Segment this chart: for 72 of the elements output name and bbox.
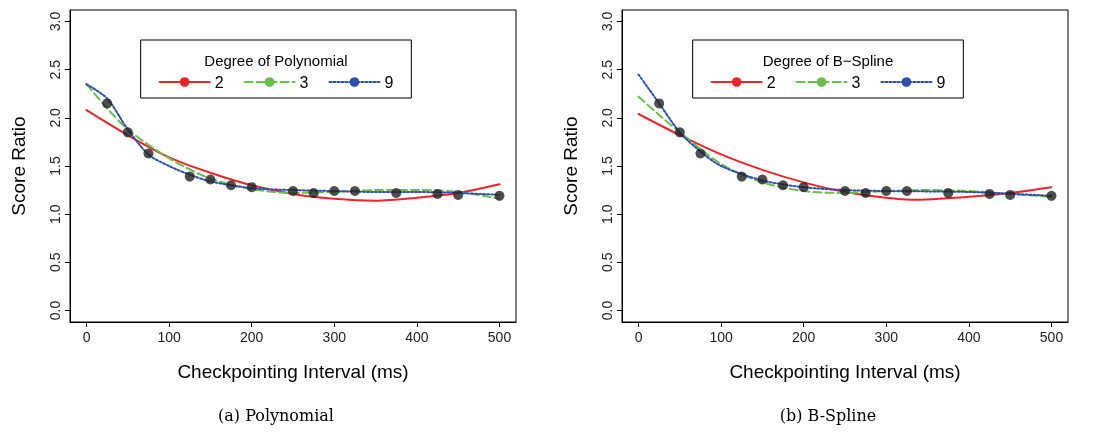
point [943,187,954,198]
x-tick-label: 100 [709,329,733,345]
point [246,182,257,193]
y-axis-title: Score Ratio [560,116,581,216]
y-tick-label: 1.5 [599,156,615,176]
y-tick-label: 3.0 [47,11,63,32]
x-tick-label: 400 [957,329,981,345]
y-tick-label: 0.5 [599,252,615,273]
x-tick-label: 200 [792,329,816,345]
x-tick-label: 500 [1039,329,1064,345]
point [349,186,360,197]
legend-label: 3 [851,73,861,91]
y-tick-label: 1.0 [47,204,63,224]
point [494,190,505,201]
x-tick-label: 400 [405,329,429,345]
point [984,188,995,199]
point [798,182,809,193]
point [757,174,768,185]
text: (a) Polynomial [218,405,334,425]
x-tick-label: 0 [82,329,91,345]
x-axis-title: Checkpointing Interval (ms) [177,361,409,382]
x-tick-label: 0 [634,329,643,345]
y-tick-label: 2.0 [47,107,63,128]
y-tick-label: 2.0 [599,107,615,128]
point [226,180,237,191]
x-tick-label: 200 [240,329,264,345]
y-tick-label: 0.0 [599,300,615,321]
line-series [85,109,501,202]
point [901,186,912,197]
y-tick-label: 0.0 [47,300,63,321]
y-tick-label: 1.5 [47,156,63,176]
point [122,127,133,138]
point [840,186,850,197]
point [432,188,443,199]
y-tick-label: 3.0 [599,11,615,32]
point [1046,190,1057,201]
point [288,186,298,197]
legend-label: 9 [936,73,946,91]
legend-label: 2 [766,73,776,91]
legend-label: 9 [384,73,394,91]
point [654,98,665,109]
point [184,171,195,182]
legend-label: 2 [214,73,224,91]
point [1005,189,1016,200]
point [736,171,747,182]
x-tick-label: 100 [157,329,181,345]
y-tick-label: 0.5 [47,252,63,273]
text: (b) B-Spline [779,405,877,425]
legend-label: 3 [299,73,309,91]
point [143,148,154,159]
point [453,189,464,200]
line-series [637,113,1053,201]
point [205,174,216,185]
point [695,148,706,159]
y-tick-label: 2.5 [599,59,615,80]
point [881,186,892,197]
point [860,187,871,198]
y-tick-label: 2.5 [47,59,63,80]
y-tick-label: 1.0 [599,204,615,224]
x-tick-label: 500 [487,329,512,345]
x-tick-label: 300 [874,329,899,345]
legend-title: Degree of B−Spline [762,52,894,69]
point [391,187,402,198]
x-axis-title: Checkpointing Interval (ms) [729,361,961,382]
point [778,180,789,191]
y-axis-title: Score Ratio [8,116,29,216]
point [329,186,340,197]
point [308,187,319,198]
x-tick-label: 300 [322,329,347,345]
point [102,98,113,109]
point [674,127,685,138]
legend-title: Degree of Polynomial [204,52,348,69]
